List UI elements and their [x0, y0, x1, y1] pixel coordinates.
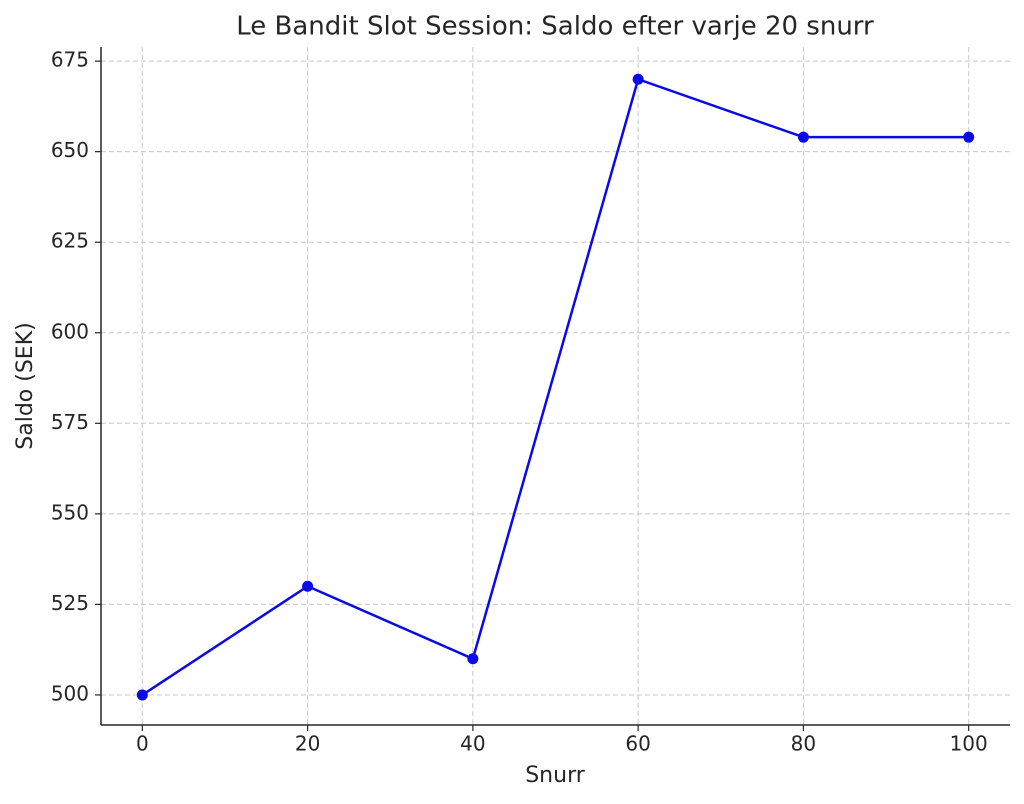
y-tick-label: 525: [51, 591, 89, 615]
x-tick-label: 40: [460, 732, 485, 756]
data-point: [136, 689, 148, 701]
data-point: [797, 131, 809, 143]
y-axis-label: Saldo (SEK): [13, 322, 38, 449]
data-point: [963, 131, 975, 143]
x-tick-label: 60: [625, 732, 650, 756]
y-tick-label: 500: [51, 681, 89, 705]
y-tick-label: 575: [51, 410, 89, 434]
data-point: [632, 73, 644, 85]
x-tick-label: 80: [791, 732, 816, 756]
data-point: [467, 653, 479, 665]
x-tick-label: 20: [295, 732, 320, 756]
x-tick-label: 100: [950, 732, 988, 756]
y-tick-label: 675: [51, 48, 89, 72]
data-line: [141, 77, 969, 696]
y-tick-label: 650: [51, 138, 89, 162]
y-tick-label: 600: [51, 319, 89, 343]
x-tick-label: 0: [136, 732, 149, 756]
x-axis-label: Snurr: [525, 763, 586, 788]
y-tick-label: 625: [51, 229, 89, 253]
data-point: [302, 580, 314, 592]
y-tick-label: 550: [51, 500, 89, 524]
chart-title: Le Bandit Slot Session: Saldo efter varj…: [236, 12, 874, 42]
